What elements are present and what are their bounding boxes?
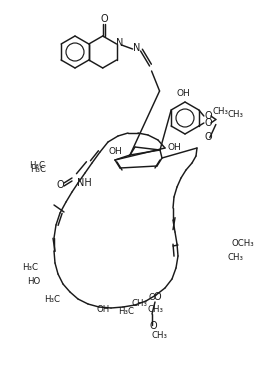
- Text: CH₃: CH₃: [152, 331, 168, 341]
- Text: O: O: [149, 321, 157, 331]
- Text: OH: OH: [176, 88, 190, 97]
- Text: N: N: [133, 43, 140, 53]
- Text: O: O: [56, 180, 64, 190]
- Text: H₃C: H₃C: [44, 296, 60, 304]
- Text: H₃C: H₃C: [30, 165, 46, 174]
- Text: CH₃: CH₃: [228, 253, 244, 261]
- Text: CH₃: CH₃: [213, 108, 229, 116]
- Text: OH: OH: [108, 147, 122, 157]
- Text: CH₃: CH₃: [132, 299, 148, 307]
- Text: NH: NH: [77, 178, 91, 188]
- Text: H₃C: H₃C: [118, 307, 134, 315]
- Text: OH: OH: [168, 142, 182, 151]
- Text: H₃C: H₃C: [29, 161, 45, 169]
- Text: O: O: [101, 14, 109, 24]
- Text: OCH₃: OCH₃: [232, 239, 255, 249]
- Text: HO: HO: [27, 277, 40, 287]
- Text: N: N: [116, 38, 123, 48]
- Text: O: O: [148, 292, 155, 301]
- Text: O: O: [204, 118, 212, 128]
- Text: H₃C: H₃C: [22, 262, 38, 272]
- Text: OH: OH: [96, 306, 110, 315]
- Text: O: O: [204, 111, 212, 121]
- Text: O: O: [204, 132, 212, 142]
- Text: CH₃: CH₃: [228, 110, 244, 119]
- Text: O: O: [153, 292, 161, 302]
- Text: CH₃: CH₃: [147, 304, 163, 314]
